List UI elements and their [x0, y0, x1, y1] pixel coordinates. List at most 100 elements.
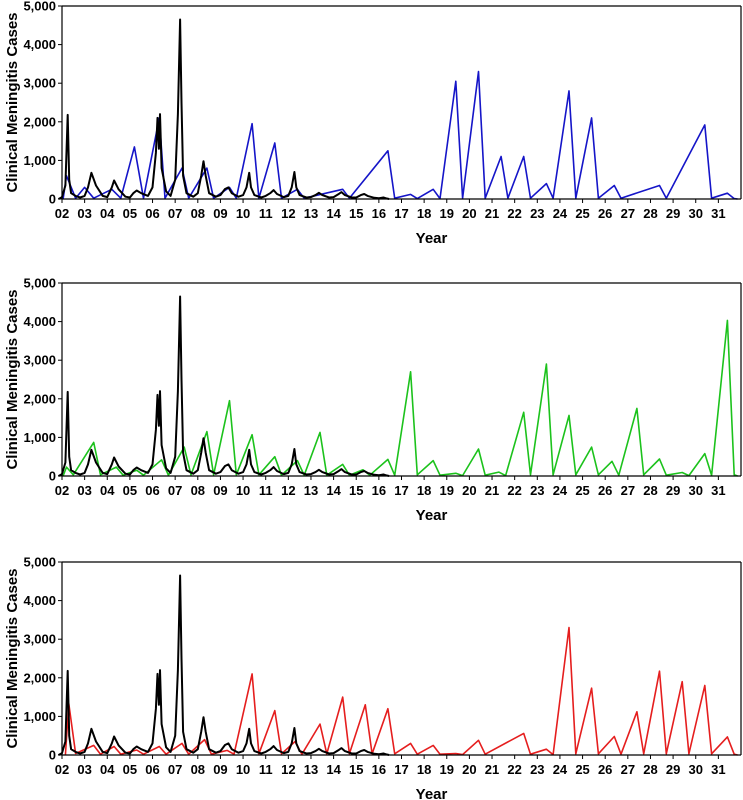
- x-tick-label: 22: [507, 762, 521, 777]
- x-tick-label: 31: [711, 206, 725, 221]
- x-tick-label: 17: [394, 762, 408, 777]
- y-axis-title: Clinical Meningitis Cases: [4, 289, 21, 469]
- x-tick-label: 19: [440, 206, 454, 221]
- x-tick-label: 19: [440, 483, 454, 498]
- x-tick-label: 29: [666, 206, 680, 221]
- x-tick-label: 05: [123, 206, 137, 221]
- x-tick-label: 09: [213, 206, 227, 221]
- x-tick-label: 08: [191, 206, 205, 221]
- y-tick-label: 0: [49, 748, 56, 763]
- x-tick-label: 16: [372, 483, 386, 498]
- x-tick-label: 20: [462, 206, 476, 221]
- x-tick-label: 26: [598, 206, 612, 221]
- y-tick-label: 1,000: [23, 430, 56, 445]
- x-tick-label: 15: [349, 206, 363, 221]
- x-tick-label: 25: [575, 762, 589, 777]
- x-tick-label: 21: [485, 483, 499, 498]
- x-tick-label: 27: [621, 762, 635, 777]
- x-tick-label: 24: [553, 483, 568, 498]
- x-tick-label: 23: [530, 483, 544, 498]
- x-tick-label: 21: [485, 206, 499, 221]
- x-tick-label: 02: [55, 762, 69, 777]
- x-tick-label: 09: [213, 762, 227, 777]
- y-tick-label: 4,000: [23, 37, 56, 52]
- x-tick-label: 16: [372, 206, 386, 221]
- x-tick-label: 30: [688, 762, 702, 777]
- y-tick-label: 1,000: [23, 709, 56, 724]
- y-tick-label: 2,000: [23, 391, 56, 406]
- x-tick-label: 17: [394, 483, 408, 498]
- x-tick-label: 10: [236, 483, 250, 498]
- x-axis-title: Year: [416, 507, 448, 524]
- y-tick-label: 3,000: [23, 353, 56, 368]
- x-tick-label: 23: [530, 762, 544, 777]
- x-tick-label: 19: [440, 762, 454, 777]
- x-tick-label: 13: [304, 206, 318, 221]
- y-tick-label: 5,000: [23, 0, 56, 14]
- x-tick-label: 11: [259, 483, 273, 498]
- y-tick-label: 0: [49, 192, 56, 207]
- series-line-colored: [64, 626, 738, 756]
- y-axis-title: Clinical Meningitis Cases: [4, 568, 21, 748]
- x-tick-label: 04: [100, 483, 115, 498]
- x-tick-label: 07: [168, 762, 182, 777]
- x-tick-label: 09: [213, 483, 227, 498]
- y-tick-label: 2,000: [23, 670, 56, 685]
- x-tick-label: 03: [77, 206, 91, 221]
- x-axis-title: Year: [416, 230, 448, 247]
- panel-1: 0 1,000 2,000 3,000 4,000 5,000 02 03 04 05 06 07 08…: [4, 0, 742, 247]
- x-tick-label: 30: [688, 483, 702, 498]
- x-tick-label: 20: [462, 762, 476, 777]
- x-tick-label: 25: [575, 206, 589, 221]
- x-tick-label: 26: [598, 762, 612, 777]
- y-axis-title: Clinical Meningitis Cases: [4, 12, 21, 192]
- x-tick-label: 30: [688, 206, 702, 221]
- x-tick-label: 29: [666, 483, 680, 498]
- x-tick-label: 28: [643, 483, 657, 498]
- x-tick-label: 10: [236, 206, 250, 221]
- y-tick-label: 1,000: [23, 153, 56, 168]
- x-tick-label: 06: [145, 483, 159, 498]
- x-tick-label: 20: [462, 483, 476, 498]
- x-tick-label: 28: [643, 206, 657, 221]
- x-tick-label: 31: [711, 762, 725, 777]
- x-tick-label: 15: [349, 762, 363, 777]
- x-tick-label: 16: [372, 762, 386, 777]
- series-line-black: [58, 18, 390, 200]
- x-tick-label: 04: [100, 206, 115, 221]
- x-tick-label: 28: [643, 762, 657, 777]
- x-tick-label: 06: [145, 206, 159, 221]
- x-tick-label: 18: [417, 206, 431, 221]
- x-tick-label: 13: [304, 762, 318, 777]
- x-tick-label: 22: [507, 483, 521, 498]
- x-tick-label: 29: [666, 762, 680, 777]
- x-tick-label: 25: [575, 483, 589, 498]
- x-tick-label: 03: [77, 483, 91, 498]
- y-tick-label: 5,000: [23, 555, 56, 570]
- x-axis-title: Year: [416, 786, 448, 800]
- x-tick-label: 04: [100, 762, 115, 777]
- x-tick-label: 12: [281, 206, 295, 221]
- x-tick-label: 14: [326, 206, 341, 221]
- x-tick-label: 03: [77, 762, 91, 777]
- x-tick-label: 12: [281, 483, 295, 498]
- series-line-black: [58, 574, 390, 756]
- y-tick-label: 2,000: [23, 114, 56, 129]
- x-tick-label: 22: [507, 206, 521, 221]
- panel-2: 0 1,000 2,000 3,000 4,000 5,000 02 03 04 05 06 07 08…: [4, 276, 742, 524]
- x-tick-label: 13: [304, 483, 318, 498]
- x-tick-label: 31: [711, 483, 725, 498]
- panel-3: 0 1,000 2,000 3,000 4,000 5,000 02 03 04 05 06 07 08…: [4, 555, 742, 800]
- x-tick-label: 02: [55, 483, 69, 498]
- x-tick-label: 14: [326, 483, 341, 498]
- x-tick-label: 27: [621, 206, 635, 221]
- x-tick-label: 27: [621, 483, 635, 498]
- y-tick-label: 3,000: [23, 632, 56, 647]
- x-tick-label: 12: [281, 762, 295, 777]
- x-tick-label: 23: [530, 206, 544, 221]
- x-tick-label: 05: [123, 483, 137, 498]
- x-tick-label: 07: [168, 206, 182, 221]
- series-line-black: [58, 295, 390, 477]
- x-tick-label: 14: [326, 762, 341, 777]
